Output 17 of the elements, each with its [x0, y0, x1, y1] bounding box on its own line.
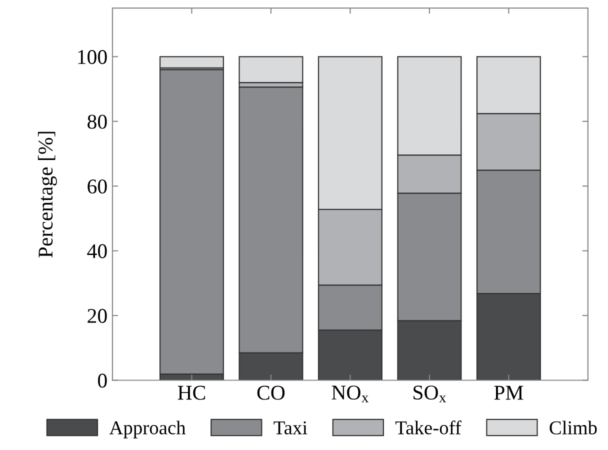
legend-label: Take-off [395, 420, 462, 434]
legend-label: Approach [109, 420, 186, 438]
legend-label: Climb [550, 420, 597, 434]
y-tick-label: 0 [98, 374, 107, 388]
bar [238, 56, 304, 84]
y-tick-label: 40 [87, 244, 107, 258]
y-tick-label: 100 [78, 50, 107, 64]
x-tick-label: NO$_{x}$ [332, 386, 369, 402]
legend-label: Taxi [274, 421, 308, 434]
x-tick-label: CO [257, 386, 285, 400]
y-tick-label: 80 [88, 114, 107, 129]
x-tick-label: SO$_{x}$ [414, 386, 446, 402]
x-tick-label: HC [178, 386, 206, 400]
y-tick-label: 60 [88, 179, 107, 194]
y-axis-title: Percentage [%] [38, 132, 57, 258]
x-tick-label: PM [494, 386, 524, 400]
y-tick-label: 20 [88, 308, 107, 323]
